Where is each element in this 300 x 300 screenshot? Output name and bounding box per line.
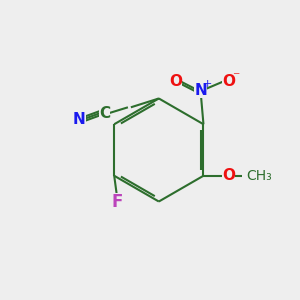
- Text: O: O: [169, 74, 182, 89]
- Text: C: C: [99, 106, 110, 121]
- Text: CH₃: CH₃: [246, 169, 272, 183]
- Text: O: O: [222, 74, 235, 89]
- Text: F: F: [112, 193, 123, 211]
- Text: ⁻: ⁻: [232, 70, 239, 84]
- Text: +: +: [202, 80, 212, 89]
- Text: N: N: [194, 83, 207, 98]
- Text: N: N: [73, 112, 86, 127]
- Text: O: O: [222, 168, 235, 183]
